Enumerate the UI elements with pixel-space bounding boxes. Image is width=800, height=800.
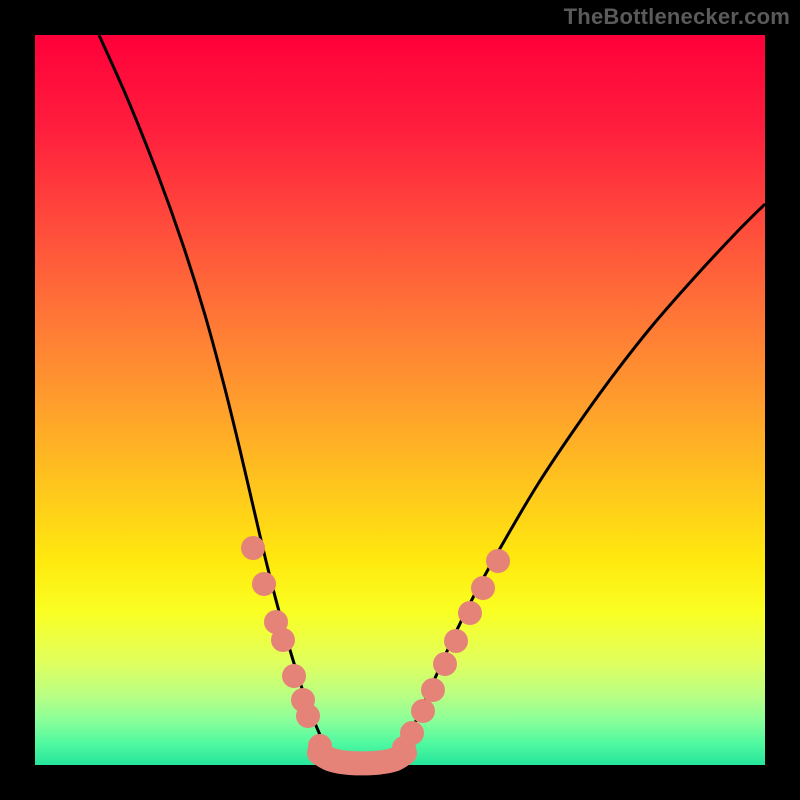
series-marker [282,664,306,688]
chart-canvas: TheBottlenecker.com [0,0,800,800]
plot-background [35,35,765,765]
series-marker [433,652,457,676]
series-marker [471,576,495,600]
watermark-label: TheBottlenecker.com [564,4,790,30]
series-marker [421,678,445,702]
bottleneck-curve-chart [0,0,800,800]
series-marker [308,734,332,758]
series-marker [271,628,295,652]
series-marker [252,572,276,596]
series-marker [458,601,482,625]
series-marker [241,536,265,560]
series-marker [296,704,320,728]
series-marker [411,699,435,723]
series-marker [486,549,510,573]
series-marker [400,721,424,745]
series-marker [444,629,468,653]
bottom-arc-highlight [319,753,405,763]
